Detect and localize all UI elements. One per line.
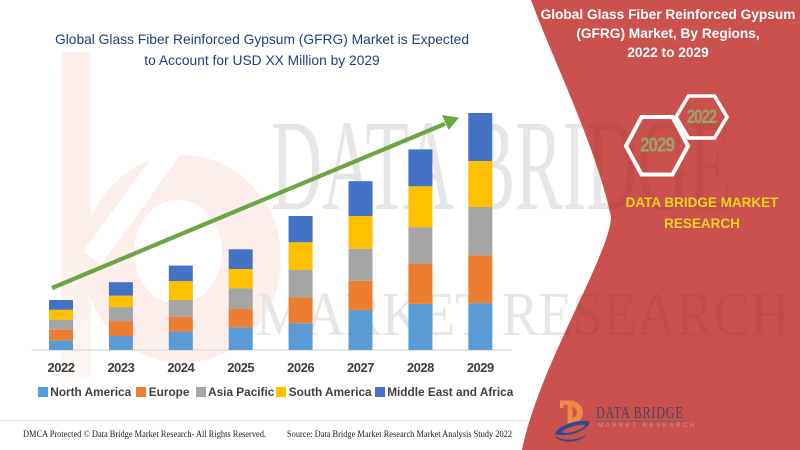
svg-text:2029: 2029 xyxy=(467,360,494,375)
svg-text:2024: 2024 xyxy=(167,360,195,375)
svg-text:2025: 2025 xyxy=(227,360,254,375)
svg-text:2027: 2027 xyxy=(347,360,374,375)
svg-text:2026: 2026 xyxy=(287,360,314,375)
svg-text:2028: 2028 xyxy=(407,360,434,375)
svg-text:2022: 2022 xyxy=(687,105,717,127)
svg-text:2029: 2029 xyxy=(640,134,674,157)
svg-text:2023: 2023 xyxy=(107,360,134,375)
svg-text:2022: 2022 xyxy=(48,360,75,375)
